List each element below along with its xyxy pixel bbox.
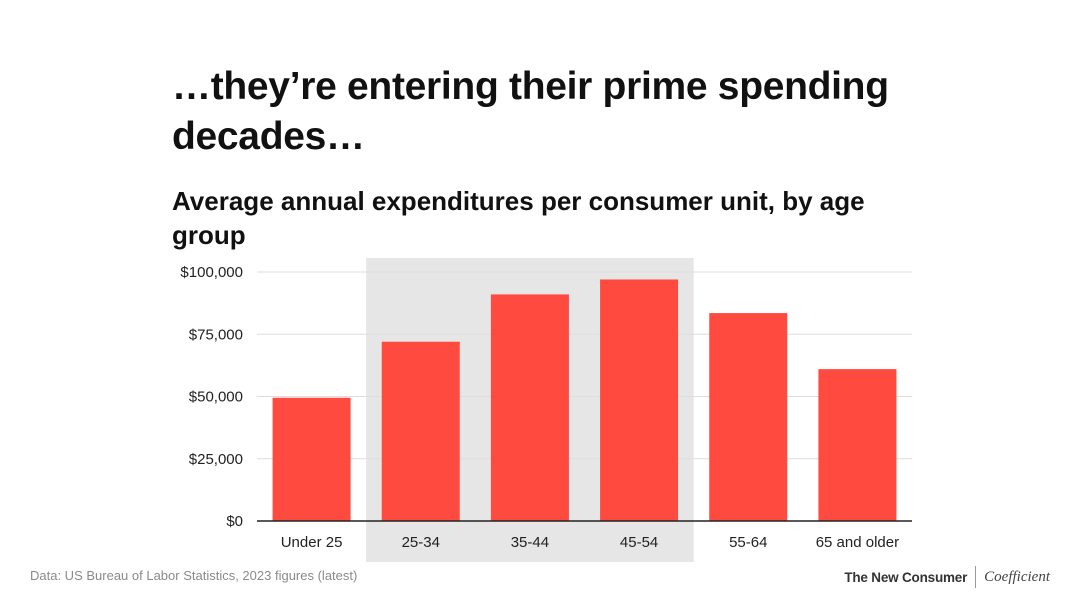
x-tick-label: 45-54 [620,534,658,551]
bar-25-34 [381,341,460,521]
y-tick-label: $75,000 [189,326,243,343]
bar-45-54 [600,279,679,521]
x-tick-label: 65 and older [816,534,899,551]
the-new-consumer-logo: The New Consumer [844,569,968,585]
chart-title: Average annual expenditures per consumer… [172,186,865,250]
bar-under-25 [272,397,351,521]
x-tick-label: 25-34 [402,534,440,551]
brand-divider [975,566,977,588]
bar-35-44 [490,294,569,521]
x-tick-label: Under 25 [281,534,343,551]
y-tick-label: $25,000 [189,451,243,468]
bar-55-64 [709,313,788,521]
x-tick-label: 55-64 [729,534,767,551]
headline: …they’re entering their prime spending d… [172,65,889,158]
coefficient-logo: Coefficient [984,568,1050,585]
brand-logos: The New Consumer Coefficient [844,566,1050,588]
x-tick-label: 35-44 [511,534,549,551]
y-tick-label: $50,000 [189,389,243,406]
data-source-note: Data: US Bureau of Labor Statistics, 202… [30,568,358,583]
bar-65-and-older [818,369,897,521]
y-tick-label: $0 [226,513,243,530]
y-tick-label: $100,000 [180,264,243,281]
